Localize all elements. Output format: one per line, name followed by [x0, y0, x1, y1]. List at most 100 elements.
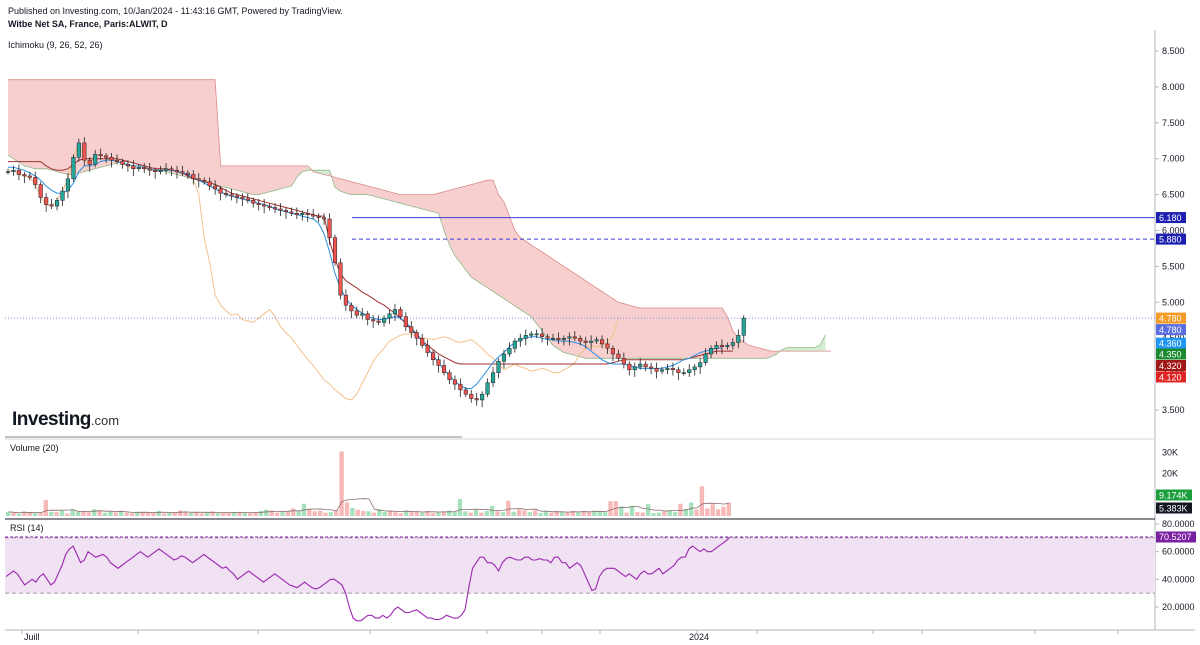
candle-body	[191, 174, 196, 180]
volume-bar	[688, 502, 694, 516]
volume-bar	[215, 513, 221, 516]
candle-body	[741, 317, 746, 336]
candle-body	[262, 204, 267, 207]
volume-bar	[382, 511, 387, 516]
tenkan-sen-line	[8, 159, 722, 389]
volume-bar	[371, 512, 377, 516]
volume-bar	[624, 512, 629, 516]
candle-body	[251, 200, 256, 204]
candle-body	[670, 368, 675, 371]
volume-tag-label: 5.383K	[1159, 504, 1188, 514]
candle-body	[392, 309, 397, 315]
volume-bar	[403, 510, 409, 516]
volume-bar	[516, 509, 522, 516]
candle-body	[289, 211, 294, 214]
volume-bar	[629, 505, 635, 516]
candle-body	[425, 345, 430, 353]
volume-bar	[178, 510, 183, 516]
price-tick-label: 8.000	[1162, 82, 1185, 92]
candle-body	[414, 332, 419, 339]
volume-bar	[479, 512, 484, 516]
volume-bar	[409, 512, 414, 516]
volume-bar	[608, 501, 613, 516]
volume-bar	[226, 512, 231, 516]
volume-bar	[242, 513, 247, 516]
volume-bar	[662, 511, 667, 516]
candle-body	[82, 142, 87, 161]
volume-bar	[248, 513, 253, 516]
price-tick-label: 6.000	[1162, 226, 1185, 236]
volume-bar	[113, 512, 118, 516]
volume-bar	[393, 512, 398, 516]
volume-bar	[678, 503, 683, 516]
candle-body	[22, 174, 27, 177]
volume-bar	[49, 511, 54, 516]
volume-bar	[430, 513, 436, 516]
volume-bar	[312, 511, 317, 516]
volume-bar	[452, 511, 457, 516]
candle-body	[136, 167, 141, 170]
candle-body	[11, 169, 16, 172]
volume-bar	[81, 510, 86, 516]
price-tick-label: 3.500	[1162, 405, 1185, 415]
volume-bar	[204, 512, 210, 516]
price-tag	[1156, 348, 1186, 360]
candle-body	[60, 190, 65, 201]
candle-body	[44, 197, 49, 205]
logo-brand: Investing	[12, 409, 91, 430]
candle-body	[76, 142, 81, 158]
candle-body	[120, 161, 125, 165]
candle-body	[185, 172, 190, 175]
candle-body	[278, 208, 283, 211]
candle-body	[621, 358, 626, 365]
candle-body	[49, 204, 54, 207]
candle-body	[65, 178, 71, 192]
rsi-tick-label: 60.0000	[1162, 547, 1195, 557]
volume-bar	[506, 500, 511, 516]
kumo-cloud	[307, 165, 330, 176]
candle-body	[387, 313, 392, 319]
candle-body	[583, 340, 588, 343]
volume-bar	[188, 513, 194, 516]
candle-body	[98, 154, 103, 157]
candle-body	[420, 337, 425, 346]
time-label-2024: 2024	[689, 632, 709, 642]
candle-body	[125, 164, 130, 167]
candle-body	[327, 218, 332, 238]
price-tick-label: 5.000	[1162, 297, 1185, 307]
candle-body	[153, 169, 158, 172]
candle-body	[610, 348, 616, 355]
candle-body	[567, 336, 572, 339]
volume-bar	[484, 510, 489, 516]
volume-bar	[699, 486, 705, 516]
candle-body	[638, 363, 643, 368]
volume-bar	[559, 512, 565, 516]
candle-body	[594, 339, 599, 342]
candle-body	[452, 379, 457, 385]
candle-body	[600, 339, 605, 345]
volume-bar	[527, 512, 533, 516]
price-tag-label: 4.360	[1159, 339, 1182, 349]
candle-body	[561, 337, 566, 340]
candle-body	[643, 363, 648, 368]
candle-body	[491, 372, 496, 383]
candle-body	[719, 345, 725, 348]
volume-bar	[92, 509, 97, 516]
volume-bar	[285, 511, 291, 516]
volume-bar	[635, 512, 640, 516]
candle-body	[245, 198, 250, 201]
price-tag	[1156, 212, 1186, 224]
volume-bar	[576, 512, 581, 516]
volume-bar	[446, 510, 452, 516]
candle-body	[376, 320, 381, 323]
candle-body	[469, 393, 474, 399]
price-tag-label: 5.880	[1159, 235, 1182, 245]
price-tag	[1156, 371, 1186, 383]
price-tag	[1156, 324, 1186, 336]
price-tag-label: 4.780	[1159, 314, 1182, 324]
candle-body	[676, 369, 681, 373]
volume-bar	[597, 511, 602, 516]
volume-bar	[253, 512, 258, 516]
candle-body	[605, 343, 610, 349]
